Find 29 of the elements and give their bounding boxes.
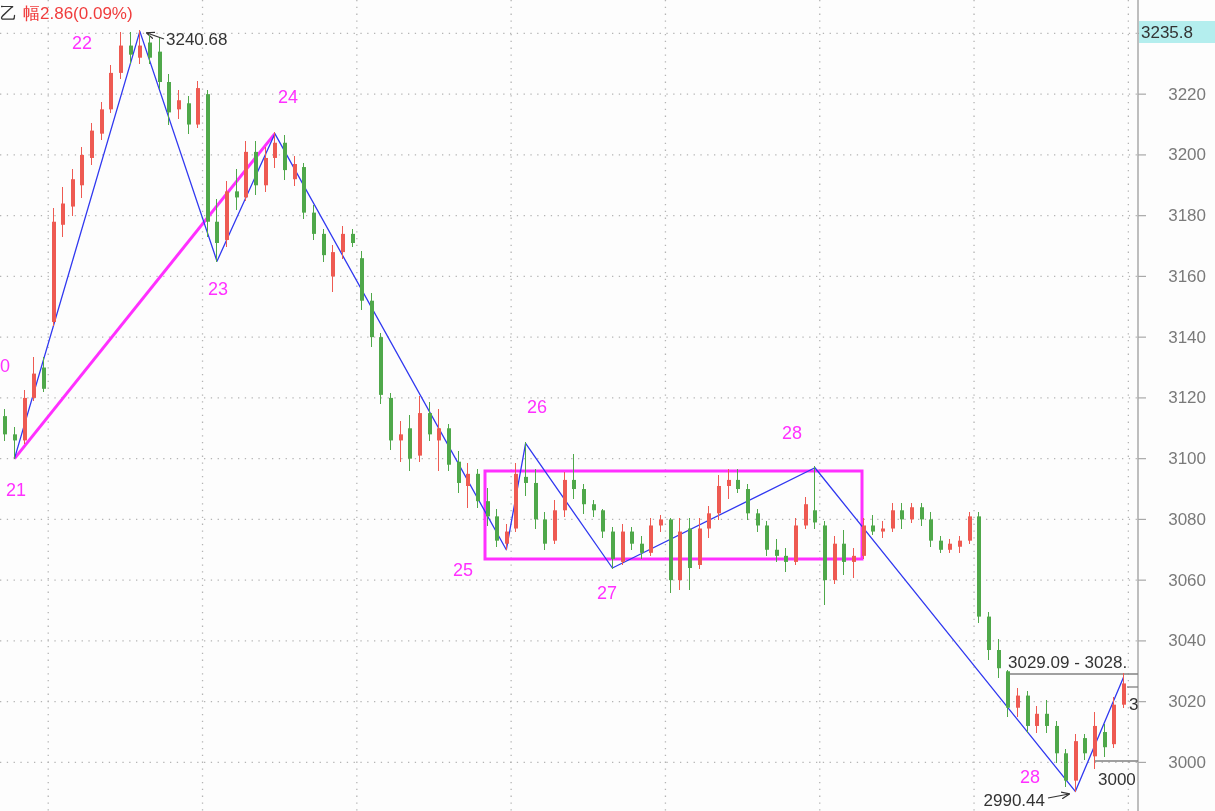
y-tick-label: 3000 [1168, 752, 1206, 772]
y-tick-label: 3080 [1168, 509, 1206, 529]
annotation: 28 [781, 423, 803, 443]
title: 乙 幅2.86(0.09%) [0, 4, 133, 23]
y-tick-label: 3180 [1168, 206, 1206, 226]
annotation: 2990.44 [983, 791, 1045, 810]
annotation: 26 [526, 397, 548, 417]
annotation: 3 [1129, 695, 1139, 714]
annotation: 3029.09 - 3028. [1008, 653, 1128, 672]
annotation: 0 [0, 356, 11, 376]
annotation: 23 [207, 279, 229, 299]
annotation: 27 [596, 583, 618, 603]
y-tick-label: 3220 [1168, 84, 1206, 104]
annotation: 28 [1019, 767, 1041, 787]
axis-tag: 3235.8 [1139, 21, 1215, 43]
y-tick-label: 3060 [1168, 570, 1206, 590]
annotation: 25 [452, 560, 474, 580]
annotation: 21 [5, 480, 27, 500]
y-tick-label: 3200 [1168, 145, 1206, 165]
annotation: 3000 [1098, 770, 1136, 789]
y-tick-label: 3120 [1168, 388, 1206, 408]
y-tick-label: 3020 [1168, 692, 1206, 712]
y-tick-label: 3040 [1168, 631, 1206, 651]
annotation: 3240.68 [166, 30, 228, 49]
annotation: 24 [277, 87, 299, 107]
annotation: 22 [71, 33, 93, 53]
y-tick-label: 3100 [1168, 449, 1206, 469]
y-tick-label: 3160 [1168, 266, 1206, 286]
y-tick-label: 3140 [1168, 327, 1206, 347]
